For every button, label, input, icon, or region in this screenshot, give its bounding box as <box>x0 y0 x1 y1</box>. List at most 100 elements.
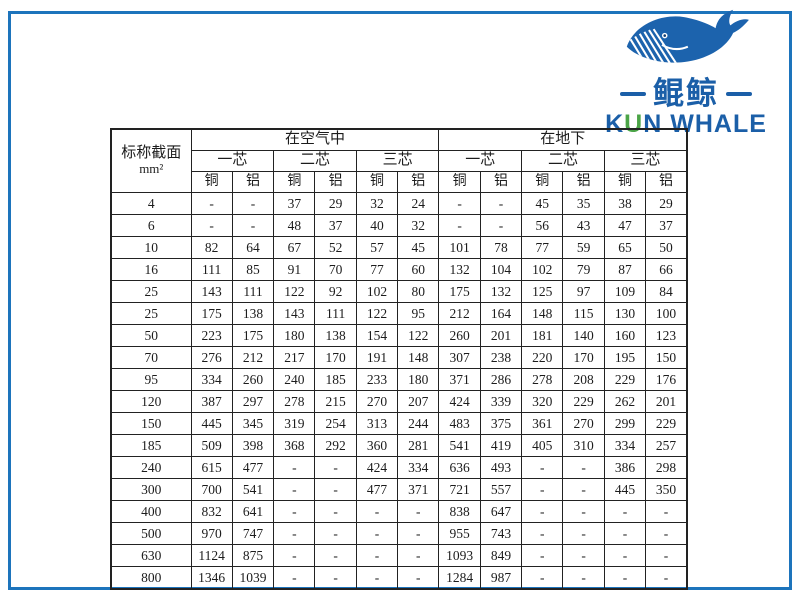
section-value-cell: 95 <box>110 368 192 391</box>
ampacity-value-cell: 970 <box>190 522 233 545</box>
ampacity-value-cell: 477 <box>355 478 399 501</box>
ampacity-value-cell: 143 <box>273 302 316 325</box>
section-header-line1: 标称截面 <box>121 144 182 161</box>
ampacity-value-cell: 111 <box>190 258 233 281</box>
ampacity-value-cell: 48 <box>273 214 316 237</box>
ampacity-value-cell: - <box>355 500 399 523</box>
ampacity-value-cell: 361 <box>521 412 564 435</box>
ampacity-value-cell: 125 <box>521 280 564 303</box>
ampacity-value-cell: 154 <box>355 324 399 347</box>
ampacity-value-cell: 164 <box>479 302 523 325</box>
core-header-cell: 三芯 <box>355 150 440 172</box>
ampacity-value-cell: 875 <box>231 544 275 567</box>
ampacity-value-cell: 286 <box>479 368 523 391</box>
ampacity-value-cell: - <box>273 456 316 479</box>
ampacity-value-cell: - <box>397 522 440 545</box>
ampacity-value-cell: 84 <box>645 280 688 303</box>
ampacity-value-cell: 334 <box>190 368 233 391</box>
ampacity-value-cell: 320 <box>521 390 564 413</box>
ampacity-value-cell: 122 <box>273 280 316 303</box>
ampacity-value-cell: 240 <box>273 368 316 391</box>
group-header-underground: 在地下 <box>438 128 688 151</box>
ampacity-value-cell: 56 <box>521 214 564 237</box>
ampacity-value-cell: - <box>314 566 357 590</box>
ampacity-value-cell: - <box>190 192 233 215</box>
logo-right-dash <box>726 91 752 96</box>
ampacity-value-cell: 67 <box>273 236 316 259</box>
ampacity-value-cell: 278 <box>521 368 564 391</box>
ampacity-value-cell: - <box>355 566 399 590</box>
ampacity-value-cell: - <box>438 192 481 215</box>
table-row: 800 1346 1039- - - -1284 987- - - - <box>110 566 688 590</box>
section-header-line2: mm² <box>139 161 164 177</box>
section-value-cell: 300 <box>110 478 192 501</box>
ampacity-value-cell: 101 <box>438 236 481 259</box>
ampacity-value-cell: 37 <box>273 192 316 215</box>
ampacity-value-cell: 299 <box>603 412 647 435</box>
ampacity-value-cell: - <box>314 522 357 545</box>
section-value-cell: 10 <box>110 236 192 259</box>
ampacity-value-cell: 24 <box>397 192 440 215</box>
ampacity-value-cell: - <box>521 522 564 545</box>
ampacity-value-cell: 130 <box>603 302 647 325</box>
material-header-cell: 铝 <box>645 171 688 193</box>
ampacity-value-cell: 208 <box>562 368 605 391</box>
ampacity-value-cell: 212 <box>231 346 275 369</box>
ampacity-value-cell: 721 <box>438 478 481 501</box>
ampacity-value-cell: 849 <box>479 544 523 567</box>
ampacity-value-cell: 97 <box>562 280 605 303</box>
ampacity-value-cell: 70 <box>314 258 357 281</box>
ampacity-value-cell: 111 <box>314 302 357 325</box>
table-row: 630 1124 875- - - -1093 849- - - - <box>110 544 688 567</box>
group-header-in-air: 在空气中 <box>190 128 440 151</box>
ampacity-value-cell: 700 <box>190 478 233 501</box>
ampacity-value-cell: - <box>355 522 399 545</box>
ampacity-value-cell: 207 <box>397 390 440 413</box>
ampacity-value-cell: 148 <box>397 346 440 369</box>
ampacity-value-cell: - <box>603 544 647 567</box>
ampacity-value-cell: 424 <box>355 456 399 479</box>
table-row: 6- -48 37 40 32- -56 43 47 37 <box>110 214 688 237</box>
section-value-cell: 185 <box>110 434 192 457</box>
table-row: 500 970 747- - - -955 743- - - - <box>110 522 688 545</box>
ampacity-value-cell: - <box>645 522 688 545</box>
ampacity-value-cell: 132 <box>479 280 523 303</box>
ampacity-value-cell: 45 <box>397 236 440 259</box>
ampacity-value-cell: 212 <box>438 302 481 325</box>
header-row-materials: 铜铝铜铝铜铝铜铝铜铝铜铝 <box>111 171 688 193</box>
ampacity-value-cell: - <box>603 566 647 590</box>
material-header-cell: 铜 <box>603 171 647 193</box>
ampacity-value-cell: 102 <box>521 258 564 281</box>
ampacity-value-cell: 176 <box>645 368 688 391</box>
ampacity-value-cell: 217 <box>273 346 316 369</box>
ampacity-value-cell: 40 <box>355 214 399 237</box>
section-value-cell: 400 <box>110 500 192 523</box>
material-header-cell: 铝 <box>314 171 357 193</box>
core-header-cell: 三芯 <box>603 150 688 172</box>
ampacity-value-cell: 233 <box>355 368 399 391</box>
ampacity-value-cell: 95 <box>397 302 440 325</box>
ampacity-value-cell: 52 <box>314 236 357 259</box>
ampacity-value-cell: 270 <box>562 412 605 435</box>
ampacity-value-cell: 32 <box>355 192 399 215</box>
material-header-cell: 铜 <box>438 171 481 193</box>
ampacity-value-cell: 1093 <box>438 544 481 567</box>
ampacity-value-cell: - <box>273 478 316 501</box>
section-header-cell: 标称截面 mm² <box>110 128 192 193</box>
ampacity-value-cell: - <box>521 544 564 567</box>
ampacity-value-cell: 57 <box>355 236 399 259</box>
section-value-cell: 4 <box>110 192 192 215</box>
ampacity-value-cell: - <box>603 522 647 545</box>
ampacity-value-cell: 1039 <box>231 566 275 590</box>
ampacity-value-cell: 405 <box>521 434 564 457</box>
material-header-cell: 铜 <box>521 171 564 193</box>
table-row: 16 111 85 91 70 77 60 132 104 102 79 87 66 <box>110 258 688 281</box>
ampacity-value-cell: 215 <box>314 390 357 413</box>
ampacity-value-cell: 77 <box>355 258 399 281</box>
ampacity-value-cell: 307 <box>438 346 481 369</box>
ampacity-value-cell: 493 <box>479 456 523 479</box>
ampacity-value-cell: 115 <box>562 302 605 325</box>
material-header-cell: 铝 <box>479 171 523 193</box>
ampacity-value-cell: 445 <box>190 412 233 435</box>
ampacity-value-cell: 641 <box>231 500 275 523</box>
